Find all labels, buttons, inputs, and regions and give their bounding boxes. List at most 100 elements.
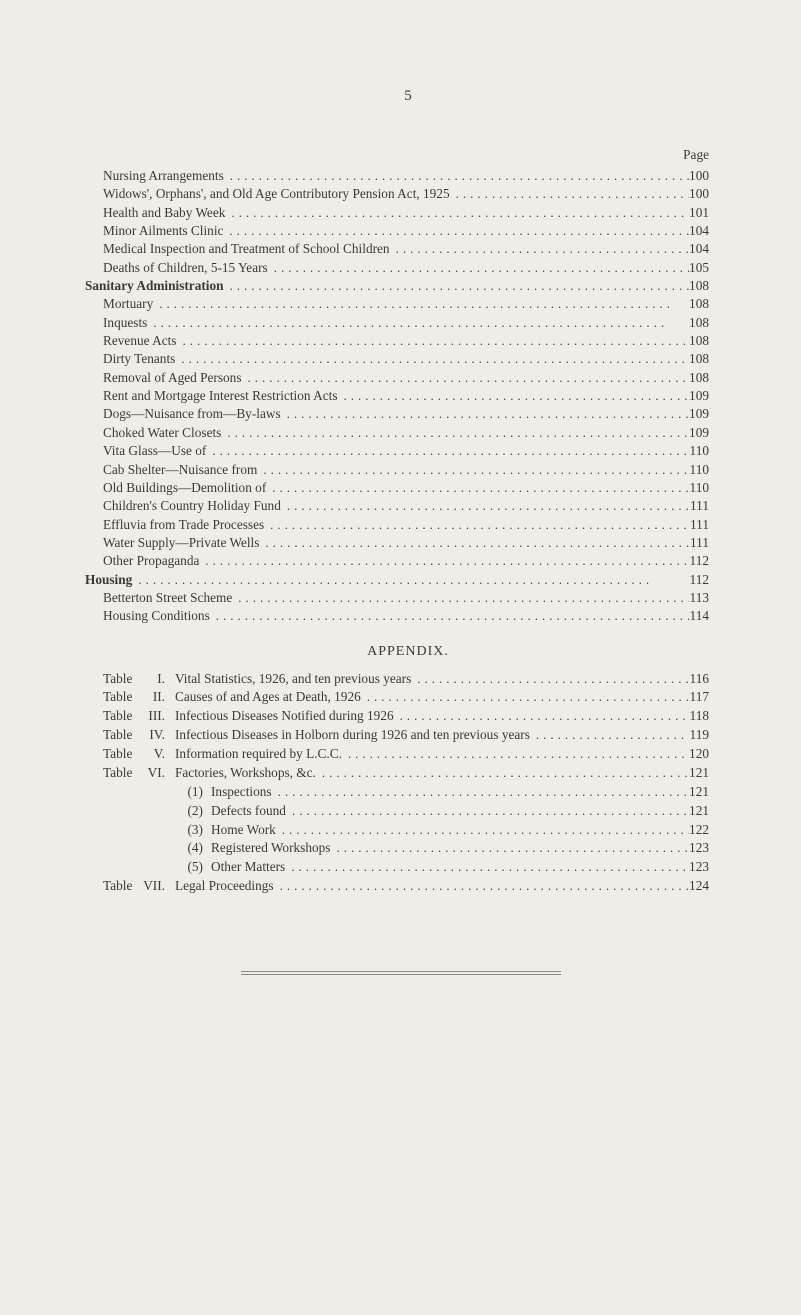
appendix-row: TableII.Causes of and Ages at Death, 192… xyxy=(85,688,731,707)
toc-leader-dots: ........................................… xyxy=(342,745,689,763)
appendix-table-word: Table xyxy=(85,670,133,689)
appendix-description: Infectious Diseases in Holborn during 19… xyxy=(175,726,530,745)
toc-page-number: 110 xyxy=(689,479,731,497)
toc-leader-dots: ........................................… xyxy=(264,516,689,534)
toc-row: Deaths of Children, 5-15 Years..........… xyxy=(85,259,731,277)
toc-label: Nursing Arrangements xyxy=(85,167,224,185)
toc-label: Housing xyxy=(85,571,132,589)
toc-page-number: 110 xyxy=(689,461,731,479)
toc-page-number: 113 xyxy=(689,589,731,607)
toc-row: Nursing Arrangements....................… xyxy=(85,167,731,185)
toc-row: Removal of Aged Persons.................… xyxy=(85,369,731,387)
appendix-title: APPENDIX. xyxy=(85,644,731,660)
toc-label: Mortuary xyxy=(85,295,153,313)
toc-row: Water Supply—Private Wells..............… xyxy=(85,534,731,552)
toc-page-number: 104 xyxy=(689,240,731,258)
toc-row: Old Buildings—Demolition of.............… xyxy=(85,479,731,497)
toc-label: Revenue Acts xyxy=(85,332,176,350)
toc-label: Inquests xyxy=(85,314,147,332)
appendix-sub-number: (1) xyxy=(85,783,211,802)
toc-label: Choked Water Closets xyxy=(85,424,221,442)
toc-label: Removal of Aged Persons xyxy=(85,369,242,387)
toc-label: Minor Ailments Clinic xyxy=(85,222,223,240)
appendix-page-number: 117 xyxy=(689,688,731,707)
toc-leader-dots: ........................................… xyxy=(281,497,689,515)
toc-page-number: 110 xyxy=(689,442,731,460)
toc-row: Effluvia from Trade Processes...........… xyxy=(85,516,731,534)
appendix-page-number: 121 xyxy=(689,802,731,821)
toc-page-number: 109 xyxy=(689,405,731,423)
toc-row: Housing.................................… xyxy=(85,571,731,589)
toc-label: Water Supply—Private Wells xyxy=(85,534,259,552)
appendix-table-word: Table xyxy=(85,877,133,896)
toc-leader-dots: ........................................… xyxy=(232,589,689,607)
toc-leader-dots: ........................................… xyxy=(223,222,689,240)
appendix-list: TableI.Vital Statistics, 1926, and ten p… xyxy=(85,670,731,897)
page-number: 5 xyxy=(85,88,731,105)
appendix-sub-number: (2) xyxy=(85,802,211,821)
toc-leader-dots: ........................................… xyxy=(175,350,689,368)
appendix-row: TableIV.Infectious Diseases in Holborn d… xyxy=(85,726,731,745)
toc-label: Children's Country Holiday Fund xyxy=(85,497,281,515)
toc-page-number: 112 xyxy=(689,571,731,589)
toc-page-number: 105 xyxy=(689,259,731,277)
toc-leader-dots: ........................................… xyxy=(330,839,689,857)
toc-label: Other Propaganda xyxy=(85,552,199,570)
toc-leader-dots: ........................................… xyxy=(338,387,690,405)
toc-page-number: 109 xyxy=(689,424,731,442)
appendix-description: Legal Proceedings xyxy=(175,877,274,896)
appendix-subrow: (5) Other Matters.......................… xyxy=(85,858,731,877)
toc-leader-dots: ........................................… xyxy=(266,479,689,497)
toc-row: Widows', Orphans', and Old Age Contribut… xyxy=(85,185,731,203)
toc-row: Dogs—Nuisance from—By-laws..............… xyxy=(85,405,731,423)
toc-leader-dots: ........................................… xyxy=(285,858,689,876)
appendix-row: TableIII.Infectious Diseases Notified du… xyxy=(85,707,731,726)
toc-label: Vita Glass—Use of xyxy=(85,442,206,460)
toc-label: Old Buildings—Demolition of xyxy=(85,479,266,497)
toc-leader-dots: ........................................… xyxy=(450,185,689,203)
toc-label: Medical Inspection and Treatment of Scho… xyxy=(85,240,390,258)
toc-page-number: 108 xyxy=(689,369,731,387)
toc-row: Vita Glass—Use of.......................… xyxy=(85,442,731,460)
appendix-subrow: (2) Defects found.......................… xyxy=(85,802,731,821)
appendix-sub-description: Inspections xyxy=(211,783,272,802)
toc-label: Widows', Orphans', and Old Age Contribut… xyxy=(85,185,450,203)
page-header-label: Page xyxy=(85,147,731,163)
appendix-table-word: Table xyxy=(85,726,133,745)
toc-leader-dots: ........................................… xyxy=(225,204,689,222)
toc-leader-dots: ........................................… xyxy=(210,607,689,625)
toc-leader-dots: ........................................… xyxy=(276,821,689,839)
appendix-page-number: 118 xyxy=(689,707,731,726)
toc-label: Rent and Mortgage Interest Restriction A… xyxy=(85,387,338,405)
toc-leader-dots: ........................................… xyxy=(242,369,690,387)
toc-page-number: 112 xyxy=(689,552,731,570)
toc-leader-dots: ........................................… xyxy=(394,707,689,725)
appendix-description: Factories, Workshops, &c. xyxy=(175,764,316,783)
toc-leader-dots: ........................................… xyxy=(147,314,689,332)
appendix-page-number: 122 xyxy=(689,821,731,840)
appendix-sub-description: Defects found xyxy=(211,802,286,821)
toc-label: Sanitary Administration xyxy=(85,277,224,295)
toc-label: Health and Baby Week xyxy=(85,204,225,222)
appendix-sub-number: (4) xyxy=(85,839,211,858)
appendix-page-number: 121 xyxy=(689,783,731,802)
toc-page-number: 111 xyxy=(689,516,731,534)
toc-page-number: 101 xyxy=(689,204,731,222)
toc-row: Sanitary Administration.................… xyxy=(85,277,731,295)
toc-page-number: 108 xyxy=(689,295,731,313)
appendix-page-number: 123 xyxy=(689,858,731,877)
toc-leader-dots: ........................................… xyxy=(272,783,689,801)
toc-row: Mortuary................................… xyxy=(85,295,731,313)
appendix-table-word: Table xyxy=(85,707,133,726)
toc-page-number: 104 xyxy=(689,222,731,240)
appendix-subrow: (3) Home Work...........................… xyxy=(85,821,731,840)
toc-leader-dots: ........................................… xyxy=(257,461,689,479)
appendix-sub-description: Home Work xyxy=(211,821,276,840)
toc-leader-dots: ........................................… xyxy=(286,802,689,820)
toc-row: Cab Shelter—Nuisance from...............… xyxy=(85,461,731,479)
appendix-table-number: VI. xyxy=(133,764,175,783)
toc-label: Housing Conditions xyxy=(85,607,210,625)
appendix-page-number: 120 xyxy=(689,745,731,764)
appendix-row: TableV.Information required by L.C.C....… xyxy=(85,745,731,764)
appendix-table-number: VII. xyxy=(133,877,175,896)
